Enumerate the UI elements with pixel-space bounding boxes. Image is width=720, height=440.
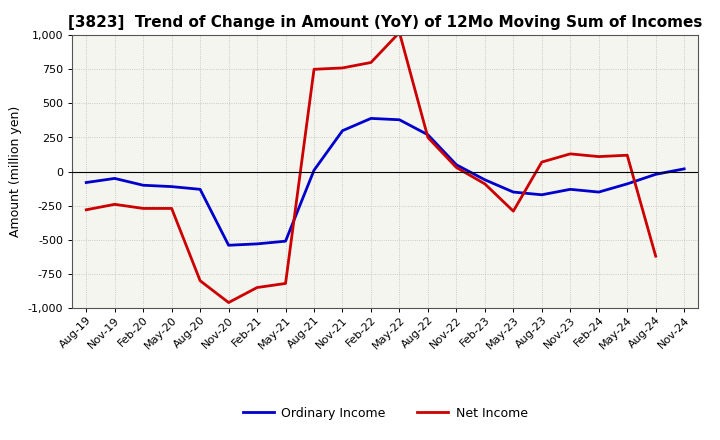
Ordinary Income (366, 116, 375, 121)
Ordinary Income (310, 168, 318, 173)
Net Income (282, 281, 290, 286)
Net Income (338, 65, 347, 70)
Ordinary Income (480, 177, 489, 183)
Net Income (366, 60, 375, 65)
Ordinary Income (680, 166, 688, 172)
Net Income (196, 278, 204, 283)
Ordinary Income (110, 176, 119, 181)
Ordinary Income (82, 180, 91, 185)
Title: [3823]  Trend of Change in Amount (YoY) of 12Mo Moving Sum of Incomes: [3823] Trend of Change in Amount (YoY) o… (68, 15, 703, 30)
Ordinary Income (253, 241, 261, 246)
Net Income (167, 206, 176, 211)
Net Income (623, 153, 631, 158)
Net Income (652, 253, 660, 259)
Net Income (595, 154, 603, 159)
Line: Net Income: Net Income (86, 33, 656, 303)
Ordinary Income (509, 189, 518, 194)
Net Income (225, 300, 233, 305)
Legend: Ordinary Income, Net Income: Ordinary Income, Net Income (238, 402, 533, 425)
Ordinary Income (338, 128, 347, 133)
Ordinary Income (196, 187, 204, 192)
Net Income (82, 207, 91, 213)
Net Income (537, 159, 546, 165)
Net Income (452, 165, 461, 170)
Net Income (139, 206, 148, 211)
Ordinary Income (139, 183, 148, 188)
Net Income (423, 135, 432, 140)
Ordinary Income (595, 189, 603, 194)
Ordinary Income (167, 184, 176, 189)
Net Income (110, 202, 119, 207)
Line: Ordinary Income: Ordinary Income (86, 118, 684, 245)
Ordinary Income (225, 242, 233, 248)
Ordinary Income (395, 117, 404, 122)
Ordinary Income (566, 187, 575, 192)
Y-axis label: Amount (million yen): Amount (million yen) (9, 106, 22, 237)
Ordinary Income (282, 238, 290, 244)
Net Income (395, 30, 404, 35)
Ordinary Income (623, 181, 631, 187)
Net Income (310, 66, 318, 72)
Net Income (566, 151, 575, 157)
Ordinary Income (537, 192, 546, 198)
Ordinary Income (452, 162, 461, 167)
Net Income (253, 285, 261, 290)
Ordinary Income (652, 172, 660, 177)
Net Income (480, 181, 489, 187)
Net Income (509, 209, 518, 214)
Ordinary Income (423, 132, 432, 137)
